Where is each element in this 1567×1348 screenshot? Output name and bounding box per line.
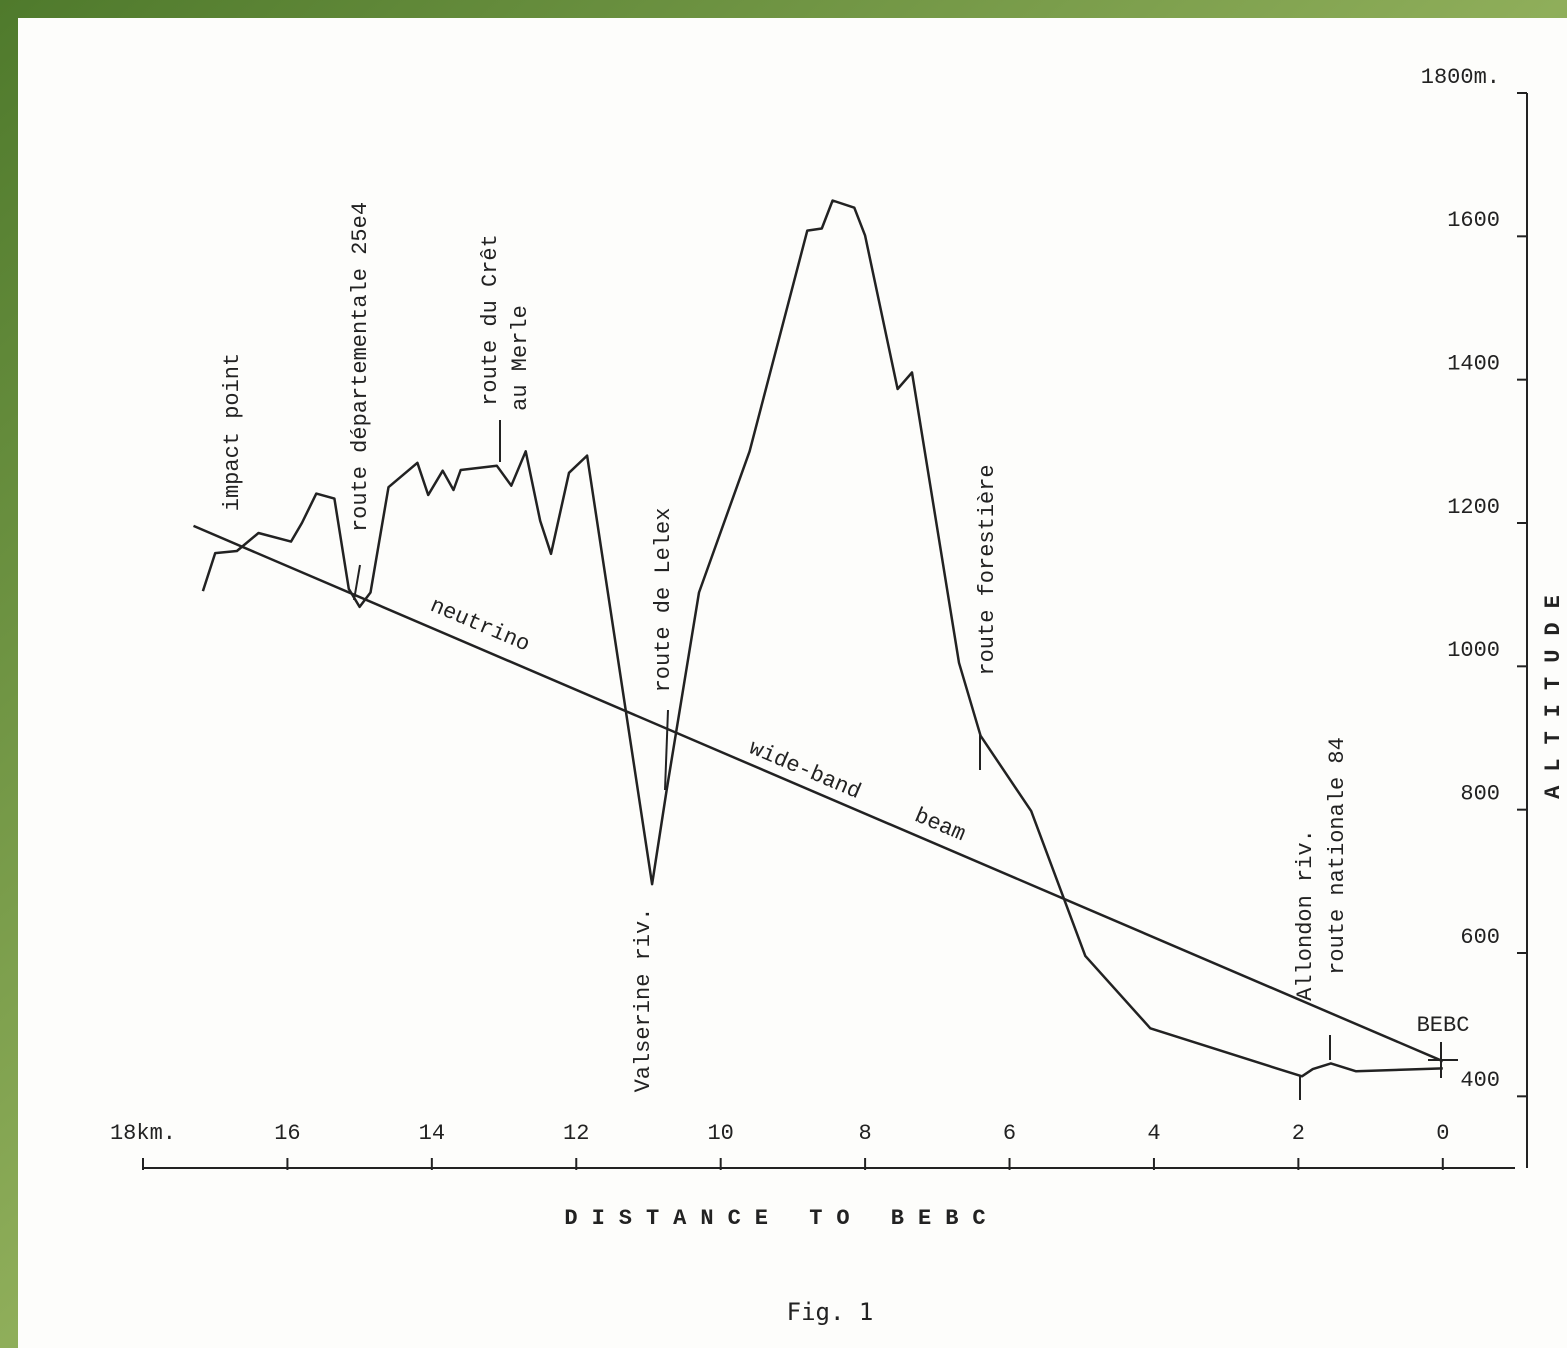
y-tick-label: 1200 bbox=[1447, 495, 1500, 520]
y-tick-label: 400 bbox=[1460, 1068, 1500, 1093]
annotation: Allondon riv. bbox=[1293, 829, 1318, 1001]
annotation: route forestière bbox=[975, 464, 1000, 675]
x-tick-label: 18km. bbox=[110, 1121, 176, 1146]
y-tick-label: 1800m. bbox=[1421, 65, 1500, 90]
x-tick-label: 0 bbox=[1436, 1121, 1449, 1146]
y-tick-label: 1400 bbox=[1447, 351, 1500, 376]
paper bbox=[18, 18, 1567, 1348]
chart: DISTANCE TO BEBC ALTITUDE Fig. 1 18km. 16… bbox=[0, 0, 1567, 1348]
x-tick-label: 14 bbox=[419, 1121, 445, 1146]
annotation: route du Crêt bbox=[478, 234, 503, 406]
annotation: au Merle bbox=[508, 305, 533, 411]
caption: Fig. 1 bbox=[787, 1298, 874, 1326]
x-axis-label: DISTANCE TO BEBC bbox=[564, 1206, 999, 1231]
annotation: Valserine riv. bbox=[631, 908, 656, 1093]
y-tick-label: 1000 bbox=[1447, 638, 1500, 663]
x-tick-label: 16 bbox=[274, 1121, 300, 1146]
annotation: route de Lelex bbox=[651, 508, 676, 693]
x-tick-label: 10 bbox=[707, 1121, 733, 1146]
annotation: BEBC bbox=[1417, 1013, 1470, 1038]
y-tick-label: 600 bbox=[1460, 925, 1500, 950]
y-tick-label: 1600 bbox=[1447, 208, 1500, 233]
x-tick-label: 12 bbox=[563, 1121, 589, 1146]
x-tick-label: 6 bbox=[1003, 1121, 1016, 1146]
y-tick-label: 800 bbox=[1460, 781, 1500, 806]
x-tick-label: 2 bbox=[1292, 1121, 1305, 1146]
annotation: route départementale 25e4 bbox=[348, 202, 373, 532]
y-axis-label: ALTITUDE bbox=[1541, 581, 1566, 799]
page: {"chart_data": {"type": "line", "x_label… bbox=[0, 0, 1567, 1348]
x-tick-label: 4 bbox=[1147, 1121, 1160, 1146]
annotation: route nationale 84 bbox=[1325, 737, 1350, 975]
annotation: impact point bbox=[220, 353, 245, 511]
x-tick-label: 8 bbox=[859, 1121, 872, 1146]
